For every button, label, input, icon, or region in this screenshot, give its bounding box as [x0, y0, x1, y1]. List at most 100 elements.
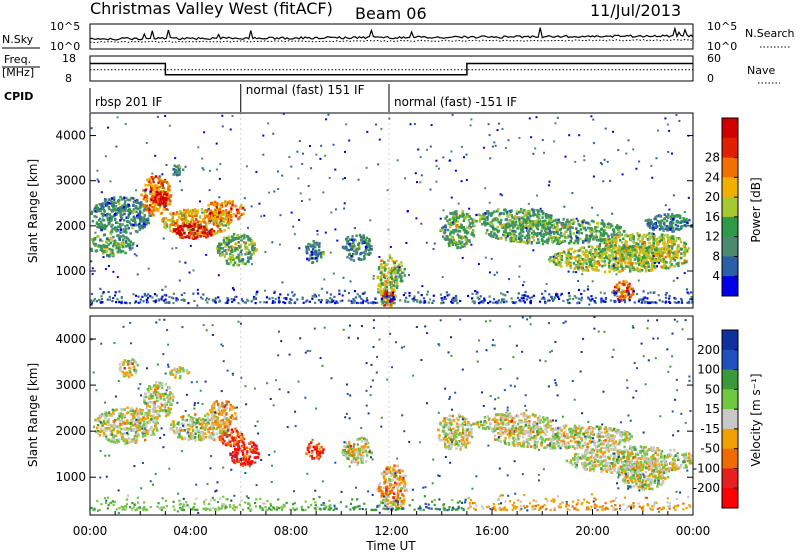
data-cell [642, 264, 645, 268]
ground-cell [224, 301, 227, 305]
data-cell [637, 258, 641, 261]
data-cell [124, 229, 127, 233]
data-cell [666, 235, 669, 239]
data-cell [663, 217, 666, 221]
speckle-cell [315, 153, 318, 156]
data-cell [182, 217, 185, 221]
beam-label: Beam 06 [355, 4, 427, 23]
ground-cell [477, 302, 481, 305]
speckle-cell [558, 233, 561, 236]
data-cell [537, 238, 540, 241]
data-cell [459, 236, 462, 239]
data-cell [549, 256, 552, 259]
data-cell [585, 262, 588, 265]
data-cell [592, 253, 595, 256]
data-cell [574, 239, 577, 243]
data-cell [196, 235, 199, 239]
data-cell [470, 233, 473, 236]
data-cell [232, 245, 235, 249]
data-cell [447, 242, 450, 245]
data-cell [229, 257, 232, 261]
data-cell [616, 234, 619, 237]
data-cell [467, 219, 471, 223]
data-cell [365, 240, 369, 244]
data-cell [177, 213, 180, 216]
data-cell [573, 256, 576, 260]
data-cell [643, 244, 647, 247]
data-cell [608, 259, 612, 263]
data-cell [511, 232, 515, 235]
data-cell [224, 217, 227, 221]
data-cell [572, 250, 575, 254]
data-cell [620, 299, 623, 302]
data-cell [140, 215, 143, 219]
data-cell [607, 261, 611, 265]
ground-cell [540, 297, 543, 300]
data-cell [485, 222, 488, 226]
ground-cell [217, 296, 220, 299]
data-cell [364, 238, 367, 242]
data-cell [627, 293, 630, 297]
data-cell [524, 221, 528, 224]
data-cell [165, 225, 169, 228]
data-cell [529, 214, 532, 218]
data-cell [599, 237, 602, 241]
data-cell [170, 223, 173, 226]
data-cell [653, 222, 657, 226]
data-cell [137, 418, 141, 422]
data-cell [189, 228, 192, 231]
data-cell [376, 276, 380, 279]
data-cell [392, 271, 395, 275]
data-cell [121, 432, 125, 436]
data-cell [566, 225, 569, 229]
data-cell [237, 256, 240, 260]
data-cell [115, 438, 119, 442]
ground-cell [648, 301, 651, 304]
data-cell [185, 214, 188, 218]
data-cell [152, 420, 155, 424]
speckle-cell [528, 117, 531, 120]
data-cell [206, 231, 210, 235]
data-cell [227, 218, 230, 221]
data-cell [219, 228, 222, 231]
speckle-cell [164, 285, 167, 288]
data-cell [579, 247, 583, 250]
data-cell [461, 243, 464, 246]
data-cell [444, 238, 448, 241]
colorbar-tick-label: 20 [705, 190, 720, 204]
data-cell [138, 213, 141, 216]
ground-cell [441, 299, 444, 302]
data-cell [446, 219, 449, 223]
data-cell [115, 229, 118, 233]
data-cell [677, 261, 680, 265]
data-cell [113, 198, 116, 202]
colorbar-tick-label: 16 [705, 210, 720, 224]
data-cell [203, 225, 206, 229]
data-cell [172, 173, 175, 176]
ground-cell [603, 292, 606, 295]
data-cell [596, 269, 600, 272]
noise-left-label: N.Sky [2, 33, 34, 46]
data-cell [616, 285, 619, 289]
data-cell [155, 419, 158, 422]
data-cell [121, 408, 124, 412]
data-cell [172, 212, 175, 215]
data-cell [587, 234, 591, 238]
ground-cell [145, 298, 149, 301]
data-cell [127, 215, 130, 218]
data-cell [119, 235, 123, 238]
ground-cell [518, 299, 521, 302]
data-cell [553, 239, 556, 243]
data-cell [149, 181, 152, 185]
data-cell [220, 213, 223, 216]
speckle-cell [228, 242, 230, 245]
data-cell [630, 293, 633, 297]
data-cell [524, 224, 527, 228]
speckle-cell [525, 227, 528, 229]
data-cell [159, 191, 162, 194]
data-cell [545, 238, 549, 242]
data-cell [157, 195, 161, 198]
speckle-cell [290, 165, 293, 168]
speckle-cell [429, 298, 432, 301]
data-cell [565, 264, 569, 267]
